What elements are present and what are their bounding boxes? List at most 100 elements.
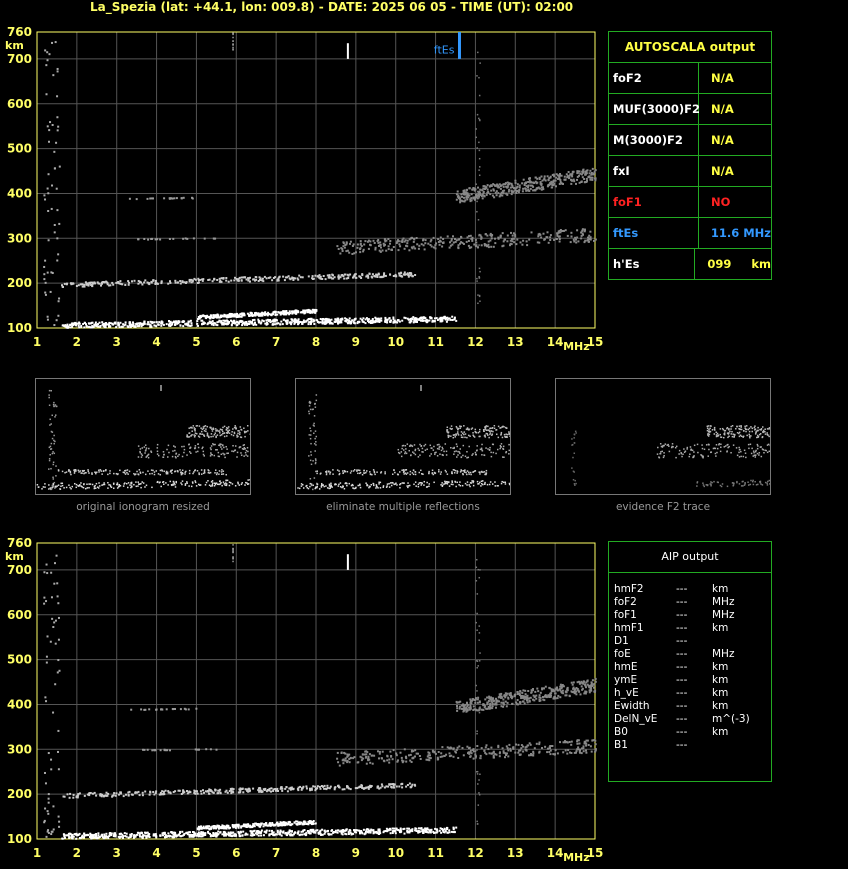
autoscala-key: MUF(3000)F2 bbox=[609, 94, 700, 124]
aip-row: ymE --- km bbox=[609, 674, 771, 687]
ionogram-aip-chart: 1 2 3 4 5 6 7 8 9 10 11 12 13 14 151002003004005006007… bbox=[5, 536, 603, 864]
autoscala-value: NO bbox=[711, 195, 731, 209]
x-tick-label: 15 bbox=[587, 335, 604, 349]
y-tick-label: 500 bbox=[7, 653, 32, 667]
x-tick-label: 13 bbox=[507, 846, 524, 860]
echo-traces bbox=[43, 32, 597, 329]
aip-k: foF2 bbox=[614, 596, 637, 608]
y-tick-label: 300 bbox=[7, 231, 32, 245]
y-axis-label: km bbox=[5, 550, 24, 563]
thumbnail-no-multiples bbox=[295, 378, 511, 495]
aip-v: --- bbox=[676, 700, 688, 712]
autoscala-value: 099 km bbox=[707, 257, 771, 271]
y-tick-label: 500 bbox=[7, 142, 32, 156]
aip-u: m^(-3) bbox=[712, 713, 750, 725]
x-tick-label: 10 bbox=[387, 846, 404, 860]
aip-row: h_vE --- km bbox=[609, 687, 771, 700]
aip-u bbox=[712, 739, 771, 752]
y-tick-label: 100 bbox=[7, 321, 32, 335]
aip-u: km bbox=[712, 726, 729, 738]
x-tick-label: 12 bbox=[467, 846, 484, 860]
x-tick-label: 12 bbox=[467, 335, 484, 349]
aip-row: hmE --- km bbox=[609, 661, 771, 674]
echo-traces bbox=[43, 544, 597, 840]
x-tick-label: 6 bbox=[232, 846, 240, 860]
thumb-traces bbox=[36, 389, 250, 491]
aip-k: h_vE bbox=[614, 687, 639, 699]
x-tick-label: 4 bbox=[152, 846, 160, 860]
x-tick-label: 6 bbox=[232, 335, 240, 349]
y-tick-label: 400 bbox=[7, 186, 32, 200]
x-axis-label: MHz bbox=[563, 851, 590, 864]
aip-u bbox=[712, 635, 771, 648]
x-axis-label: MHz bbox=[563, 340, 590, 353]
aip-v: --- bbox=[676, 674, 688, 686]
autoscala-table: AUTOSCALA output foF2 N/A MUF(3000)F2 N/A M(… bbox=[608, 31, 772, 280]
aip-v: --- bbox=[676, 713, 688, 725]
y-tick-label: 100 bbox=[7, 832, 32, 846]
y-tick-label: 600 bbox=[7, 608, 32, 622]
autoscala-value: N/A bbox=[711, 133, 734, 147]
thumb-traces bbox=[297, 394, 510, 491]
x-tick-label: 7 bbox=[272, 335, 280, 349]
aip-row: hmF1 --- km bbox=[609, 622, 771, 635]
aip-row: foF2 --- MHz bbox=[609, 596, 771, 609]
aip-table: AIP output hmF2 --- km foF2 --- MHz foF1 --- MHz… bbox=[608, 541, 772, 782]
thumbnail-original bbox=[35, 378, 251, 495]
thumb-traces bbox=[571, 425, 770, 488]
autoscala-value: N/A bbox=[711, 71, 734, 85]
x-tick-label: 9 bbox=[352, 335, 360, 349]
autoscala-row: MUF(3000)F2 N/A bbox=[609, 94, 771, 125]
x-tick-label: 3 bbox=[113, 846, 121, 860]
aip-v: --- bbox=[676, 635, 688, 647]
aip-v: --- bbox=[676, 609, 688, 621]
autoscala-key: fxI bbox=[609, 156, 699, 186]
x-tick-label: 14 bbox=[547, 846, 564, 860]
x-tick-label: 2 bbox=[73, 335, 81, 349]
y-tick-label: 700 bbox=[7, 52, 32, 66]
aip-v: --- bbox=[676, 622, 688, 634]
autoscala-key: h'Es bbox=[609, 249, 696, 279]
aip-row: hmF2 --- km bbox=[609, 583, 771, 596]
aip-u: km bbox=[712, 687, 729, 699]
x-tick-label: 1 bbox=[33, 846, 41, 860]
aip-u: km bbox=[712, 674, 729, 686]
x-tick-label: 2 bbox=[73, 846, 81, 860]
autoscala-row: fxI N/A bbox=[609, 156, 771, 187]
aip-row: DelN_vE --- m^(-3) bbox=[609, 713, 771, 726]
x-tick-label: 4 bbox=[152, 335, 160, 349]
aip-row: foF1 --- MHz bbox=[609, 609, 771, 622]
aip-u: km bbox=[712, 661, 729, 673]
aip-k: B1 bbox=[614, 739, 628, 751]
aip-v: --- bbox=[676, 726, 688, 738]
aip-v: --- bbox=[676, 661, 688, 673]
x-tick-label: 10 bbox=[387, 335, 404, 349]
thumbnail-f2-trace bbox=[555, 378, 771, 495]
aip-k: hmE bbox=[614, 661, 638, 673]
x-tick-label: 9 bbox=[352, 846, 360, 860]
aip-title: AIP output bbox=[609, 542, 771, 573]
autoscala-row: M(3000)F2 N/A bbox=[609, 125, 771, 156]
thumbnail-caption-original: original ionogram resized bbox=[76, 501, 210, 513]
y-axis-label: km bbox=[5, 39, 24, 52]
aip-k: DelN_vE bbox=[614, 713, 658, 725]
thumbnail-caption-multiples: eliminate multiple reflections bbox=[326, 501, 480, 513]
aip-k: Ewidth bbox=[614, 700, 650, 712]
x-tick-label: 14 bbox=[547, 335, 564, 349]
x-tick-label: 8 bbox=[312, 846, 320, 860]
aip-k: foF1 bbox=[614, 609, 637, 621]
aip-v: --- bbox=[676, 596, 688, 608]
autoscala-key: foF2 bbox=[609, 63, 699, 93]
x-tick-label: 5 bbox=[192, 335, 200, 349]
autoscala-title: AUTOSCALA output bbox=[609, 32, 771, 63]
autoscala-row: foF1 NO bbox=[609, 187, 771, 218]
y-tick-label: 600 bbox=[7, 97, 32, 111]
aip-u: MHz bbox=[712, 648, 735, 660]
aip-k: hmF1 bbox=[614, 622, 644, 634]
x-tick-label: 1 bbox=[33, 335, 41, 349]
x-tick-label: 13 bbox=[507, 335, 524, 349]
ionogram-main-chart: 1 2 3 4 5 6 7 8 9 10 11 12 13 14 151002003004005006007… bbox=[5, 25, 604, 353]
aip-row: B1 --- bbox=[609, 739, 771, 752]
x-tick-label: 8 bbox=[312, 335, 320, 349]
autoscala-key: ftEs bbox=[609, 218, 699, 248]
